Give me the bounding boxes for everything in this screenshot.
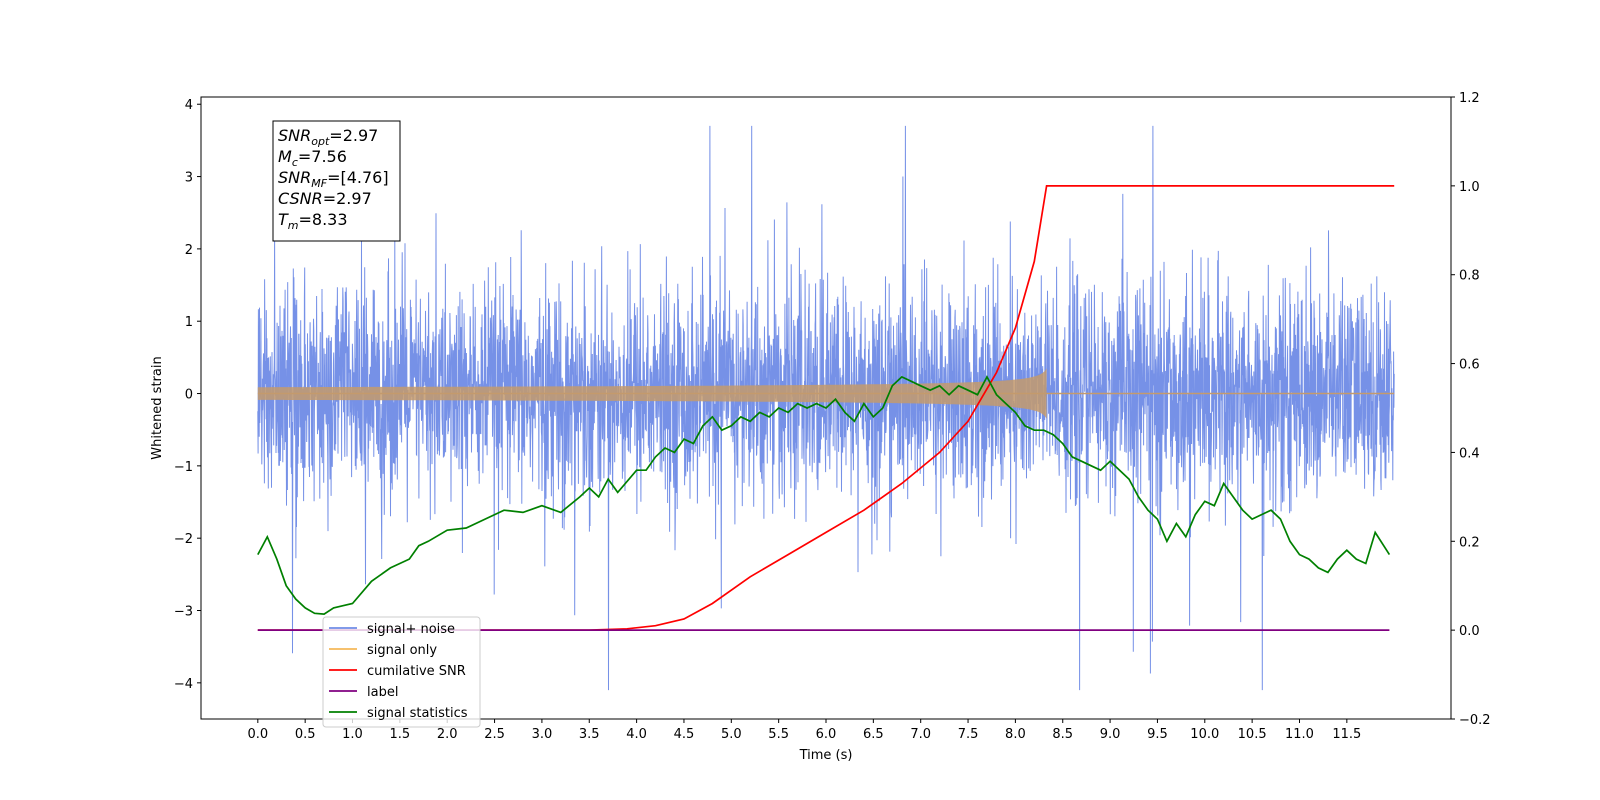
annotation-subscript: MF bbox=[311, 177, 327, 190]
x-tick-label: 5.0 bbox=[721, 727, 742, 742]
x-tick-label: 3.5 bbox=[579, 727, 600, 742]
y2-tick-label: 1.2 bbox=[1459, 91, 1480, 106]
annotation-value: =7.56 bbox=[298, 147, 347, 166]
x-tick-label: 9.5 bbox=[1147, 727, 1168, 742]
legend-label: cumilative SNR bbox=[367, 664, 466, 679]
annotation-subscript: c bbox=[292, 156, 298, 169]
x-tick-label: 0.5 bbox=[295, 727, 316, 742]
y2-tick-label: 1.0 bbox=[1459, 180, 1480, 195]
x-tick-label: 9.0 bbox=[1100, 727, 1121, 742]
annotation-symbol: SNR bbox=[278, 126, 311, 145]
signal-statistics-line bbox=[257, 375, 1391, 615]
annotation-value: =2.97 bbox=[329, 126, 378, 145]
x-tick-label: 1.5 bbox=[390, 727, 411, 742]
y-tick-label: 0 bbox=[185, 388, 193, 403]
annotation-value: =8.33 bbox=[299, 210, 348, 229]
annotation-subscript: opt bbox=[311, 135, 330, 148]
y-tick-label: 1 bbox=[185, 315, 193, 330]
annotation-value: =2.97 bbox=[323, 189, 372, 208]
y2-tick-label: 0.8 bbox=[1459, 269, 1480, 284]
y-tick-label: 4 bbox=[185, 98, 193, 113]
y2-tick-label: 0.6 bbox=[1459, 358, 1480, 373]
x-tick-label: 8.5 bbox=[1052, 727, 1073, 742]
annotation-symbol: T bbox=[278, 210, 289, 229]
y-tick-label: −3 bbox=[174, 605, 193, 620]
x-tick-label: 5.5 bbox=[768, 727, 789, 742]
annotation-subscript: m bbox=[288, 219, 299, 232]
x-tick-label: 6.0 bbox=[816, 727, 837, 742]
y2-tick-label: 0.2 bbox=[1459, 535, 1480, 550]
legend-label: signal only bbox=[367, 643, 437, 658]
x-tick-label: 2.0 bbox=[437, 727, 458, 742]
y2-tick-label: 0.0 bbox=[1459, 624, 1480, 639]
x-axis-label: Time (s) bbox=[799, 748, 853, 763]
signal-noise-line bbox=[257, 125, 1395, 691]
x-tick-label: 6.5 bbox=[863, 727, 884, 742]
x-tick-label: 8.0 bbox=[1005, 727, 1026, 742]
x-tick-label: 0.0 bbox=[247, 727, 268, 742]
y-tick-label: −2 bbox=[174, 532, 193, 547]
y-tick-label: −1 bbox=[174, 460, 193, 475]
y2-tick-label: 0.4 bbox=[1459, 446, 1480, 461]
x-tick-label: 2.5 bbox=[484, 727, 505, 742]
legend-label: signal statistics bbox=[367, 706, 468, 721]
legend: signal+ noise signal only cumilative SNR la… bbox=[322, 616, 481, 728]
x-axis: 0.0 0.5 1.0 1.5 2.0 2.5 3.0 3.5 4.0 4.5 5.0 5.5 6.0 6… bbox=[247, 719, 1361, 742]
y-tick-label: 2 bbox=[185, 243, 193, 258]
y-tick-label: 3 bbox=[185, 171, 193, 186]
y-axis-right: 1.2 1.0 0.8 0.6 0.4 0.2 0.0 −0.2 bbox=[1451, 91, 1491, 728]
x-tick-label: 11.0 bbox=[1285, 727, 1314, 742]
y2-tick-label: −0.2 bbox=[1459, 713, 1491, 728]
x-tick-label: 10.5 bbox=[1238, 727, 1267, 742]
x-tick-label: 4.0 bbox=[626, 727, 647, 742]
annotation-box: SNRopt=2.97 Mc=7.56 SNRMF=[4.76] CSNR=2.97 T… bbox=[272, 120, 401, 242]
noise-series bbox=[257, 125, 1395, 691]
y-axis-left: 4 3 2 1 0 −1 −2 −3 −4 bbox=[174, 98, 201, 692]
legend-label: signal+ noise bbox=[367, 622, 455, 637]
x-tick-label: 7.0 bbox=[910, 727, 931, 742]
annotation-symbol: M bbox=[278, 147, 292, 166]
x-tick-label: 4.5 bbox=[674, 727, 695, 742]
signal-series bbox=[257, 368, 1395, 419]
x-tick-label: 11.5 bbox=[1332, 727, 1361, 742]
annotation-value: =[4.76] bbox=[327, 168, 389, 187]
y-tick-label: −4 bbox=[174, 677, 193, 692]
x-tick-label: 1.0 bbox=[342, 727, 363, 742]
cumilative-snr-line bbox=[257, 185, 1395, 631]
y-axis-label: Whitened strain bbox=[150, 356, 165, 459]
annotation-symbol: CSNR bbox=[278, 189, 323, 208]
x-tick-label: 10.0 bbox=[1190, 727, 1219, 742]
x-tick-label: 7.5 bbox=[958, 727, 979, 742]
x-tick-label: 3.0 bbox=[532, 727, 553, 742]
legend-label: label bbox=[367, 685, 398, 700]
annotation-symbol: SNR bbox=[278, 168, 311, 187]
